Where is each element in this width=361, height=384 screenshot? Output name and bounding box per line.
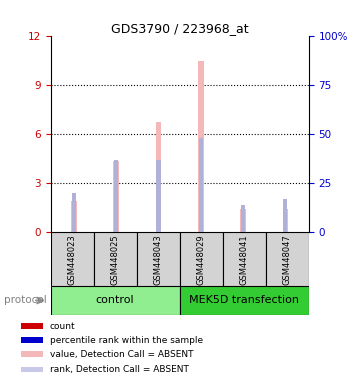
Text: GSM448025: GSM448025 bbox=[110, 234, 119, 285]
Bar bbox=[21, 351, 43, 357]
Bar bbox=[198, 61, 204, 232]
Bar bbox=[113, 161, 119, 232]
Bar bbox=[21, 366, 43, 372]
Bar bbox=[180, 232, 223, 286]
Bar bbox=[114, 160, 118, 232]
Bar bbox=[156, 160, 161, 232]
Text: count: count bbox=[50, 322, 75, 331]
Bar bbox=[199, 138, 203, 232]
Title: GDS3790 / 223968_at: GDS3790 / 223968_at bbox=[111, 22, 248, 35]
Bar bbox=[156, 122, 161, 232]
Bar bbox=[223, 232, 266, 286]
Bar bbox=[240, 210, 246, 232]
Bar bbox=[51, 232, 93, 286]
Bar bbox=[283, 199, 287, 232]
Bar bbox=[180, 286, 309, 315]
Text: GSM448023: GSM448023 bbox=[68, 234, 77, 285]
Bar bbox=[71, 201, 77, 232]
Bar bbox=[266, 232, 309, 286]
Bar bbox=[241, 205, 245, 232]
Bar bbox=[136, 232, 179, 286]
Text: GSM448047: GSM448047 bbox=[283, 234, 292, 285]
Text: value, Detection Call = ABSENT: value, Detection Call = ABSENT bbox=[50, 350, 193, 359]
Text: control: control bbox=[96, 295, 134, 306]
Bar bbox=[21, 338, 43, 343]
Text: protocol: protocol bbox=[4, 295, 46, 306]
Text: GSM448041: GSM448041 bbox=[240, 234, 249, 285]
Bar bbox=[72, 193, 76, 232]
Bar bbox=[283, 210, 288, 232]
Text: GSM448043: GSM448043 bbox=[153, 234, 162, 285]
Text: percentile rank within the sample: percentile rank within the sample bbox=[50, 336, 203, 345]
Bar bbox=[93, 232, 136, 286]
Bar bbox=[21, 323, 43, 329]
Text: rank, Detection Call = ABSENT: rank, Detection Call = ABSENT bbox=[50, 365, 189, 374]
Text: GSM448029: GSM448029 bbox=[197, 234, 206, 285]
Bar bbox=[51, 286, 180, 315]
Text: MEK5D transfection: MEK5D transfection bbox=[189, 295, 299, 306]
